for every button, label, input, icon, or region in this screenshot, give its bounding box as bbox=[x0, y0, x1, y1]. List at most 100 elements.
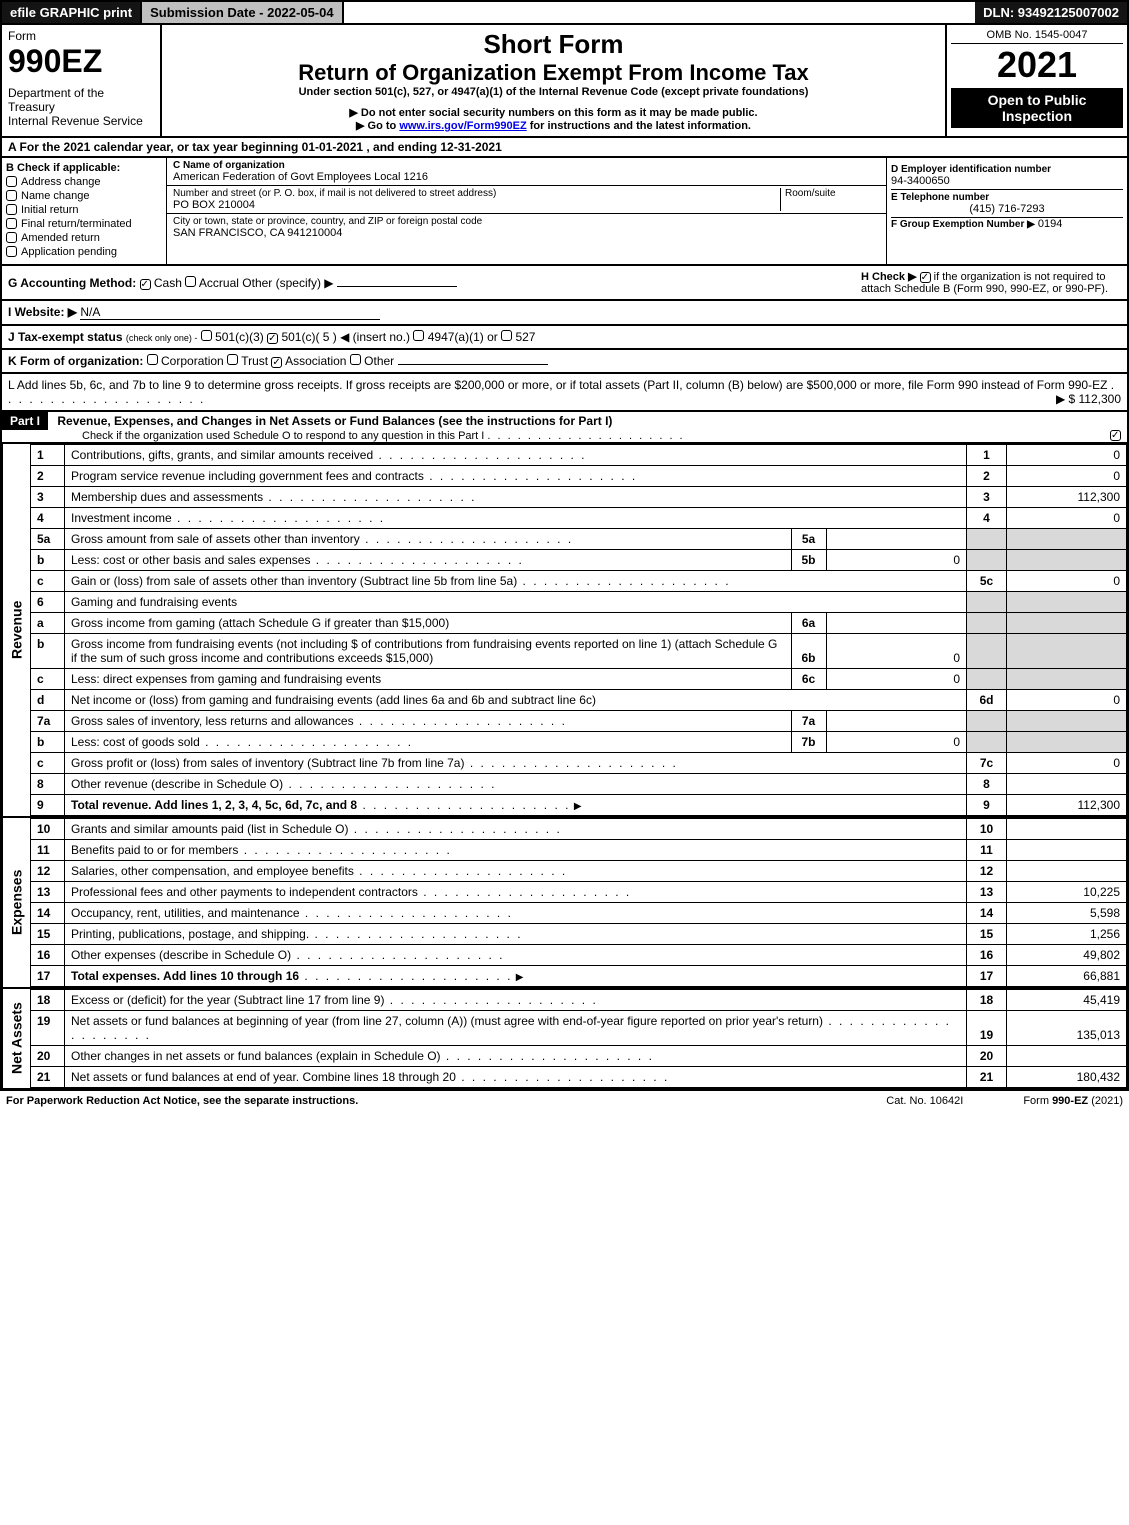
chk-501c3[interactable] bbox=[201, 330, 212, 341]
section-l: L Add lines 5b, 6c, and 7b to line 9 to … bbox=[0, 374, 1129, 412]
line-6d: dNet income or (loss) from gaming and fu… bbox=[31, 690, 1127, 711]
chk-address-change[interactable]: Address change bbox=[6, 176, 162, 188]
return-title: Return of Organization Exempt From Incom… bbox=[172, 60, 935, 86]
chk-sched-o[interactable] bbox=[1110, 430, 1121, 441]
netassets-side-label: Net Assets bbox=[2, 989, 30, 1088]
bcde-section: B Check if applicable: Address change Na… bbox=[0, 158, 1129, 266]
room-label: Room/suite bbox=[785, 188, 880, 199]
chk-assoc[interactable] bbox=[271, 357, 282, 368]
line-7a: 7a Gross sales of inventory, less return… bbox=[31, 711, 1127, 732]
l-amount: ▶ $ 112,300 bbox=[1056, 392, 1121, 406]
expenses-table: 10Grants and similar amounts paid (list … bbox=[30, 818, 1127, 987]
efile-label[interactable]: efile GRAPHIC print bbox=[2, 2, 142, 23]
section-k: K Form of organization: Corporation Trus… bbox=[0, 350, 1129, 374]
netassets-table: 18Excess or (deficit) for the year (Subt… bbox=[30, 989, 1127, 1088]
line-5c: cGain or (loss) from sale of assets othe… bbox=[31, 571, 1127, 592]
form-word: Form bbox=[8, 29, 154, 43]
h-pre: H Check ▶ bbox=[861, 271, 917, 283]
grp-label: F Group Exemption Number ▶ bbox=[891, 219, 1035, 230]
section-gh: G Accounting Method: Cash Accrual Other … bbox=[0, 266, 1129, 301]
note-goto-post: for instructions and the latest informat… bbox=[527, 120, 751, 132]
chk-cash[interactable] bbox=[140, 279, 151, 290]
line-5b: b Less: cost or other basis and sales ex… bbox=[31, 550, 1127, 571]
website: N/A bbox=[80, 305, 100, 319]
org-city: SAN FRANCISCO, CA 941210004 bbox=[173, 227, 880, 239]
page-footer: For Paperwork Reduction Act Notice, see … bbox=[0, 1090, 1129, 1111]
line-19: 19Net assets or fund balances at beginni… bbox=[31, 1011, 1127, 1046]
tax-year[interactable]: 2021 bbox=[951, 44, 1123, 86]
footer-catno: Cat. No. 10642I bbox=[886, 1095, 963, 1107]
netassets-section: Net Assets 18Excess or (deficit) for the… bbox=[0, 989, 1129, 1090]
part1-title: Revenue, Expenses, and Changes in Net As… bbox=[51, 414, 612, 428]
short-form-title: Short Form bbox=[172, 29, 935, 60]
chk-other-org[interactable] bbox=[350, 354, 361, 365]
line-1: 1Contributions, gifts, grants, and simil… bbox=[31, 445, 1127, 466]
telephone: (415) 716-7293 bbox=[891, 203, 1123, 215]
note-goto-pre: ▶ Go to bbox=[356, 120, 399, 132]
line-6b: b Gross income from fundraising events (… bbox=[31, 634, 1127, 669]
i-label: I Website: ▶ bbox=[8, 305, 77, 319]
section-i: I Website: ▶ N/A bbox=[0, 301, 1129, 326]
org-street: PO BOX 210004 bbox=[173, 199, 780, 211]
line-12: 12Salaries, other compensation, and empl… bbox=[31, 861, 1127, 882]
chk-501c[interactable] bbox=[267, 333, 278, 344]
g-label: G Accounting Method: bbox=[8, 276, 136, 290]
chk-accrual[interactable] bbox=[185, 276, 196, 287]
line-13: 13Professional fees and other payments t… bbox=[31, 882, 1127, 903]
line-15: 15Printing, publications, postage, and s… bbox=[31, 924, 1127, 945]
irs-link[interactable]: www.irs.gov/Form990EZ bbox=[399, 120, 526, 132]
section-a: A For the 2021 calendar year, or tax yea… bbox=[0, 138, 1129, 158]
revenue-side-label: Revenue bbox=[2, 444, 30, 816]
part1-check-note: Check if the organization used Schedule … bbox=[82, 430, 484, 442]
header-right: OMB No. 1545-0047 2021 Open to Public In… bbox=[947, 25, 1127, 136]
section-b: B Check if applicable: Address change Na… bbox=[2, 158, 167, 264]
chk-final-return[interactable]: Final return/terminated bbox=[6, 218, 162, 230]
chk-sched-b[interactable] bbox=[920, 272, 931, 283]
form-header: Form 990EZ Department of the Treasury In… bbox=[0, 23, 1129, 138]
expenses-section: Expenses 10Grants and similar amounts pa… bbox=[0, 818, 1129, 989]
part1-header: Part I Revenue, Expenses, and Changes in… bbox=[0, 412, 1129, 444]
line-9: 9Total revenue. Add lines 1, 2, 3, 4, 5c… bbox=[31, 795, 1127, 816]
subtitle: Under section 501(c), 527, or 4947(a)(1)… bbox=[172, 86, 935, 98]
submission-date: Submission Date - 2022-05-04 bbox=[142, 2, 344, 23]
line-6a: a Gross income from gaming (attach Sched… bbox=[31, 613, 1127, 634]
chk-pending[interactable]: Application pending bbox=[6, 246, 162, 258]
tel-label: E Telephone number bbox=[891, 192, 1123, 203]
c-name-label: C Name of organization bbox=[173, 160, 880, 171]
line-17: 17Total expenses. Add lines 10 through 1… bbox=[31, 966, 1127, 987]
revenue-table: 1Contributions, gifts, grants, and simil… bbox=[30, 444, 1127, 816]
line-8: 8Other revenue (describe in Schedule O)8 bbox=[31, 774, 1127, 795]
header-left: Form 990EZ Department of the Treasury In… bbox=[2, 25, 162, 136]
b-label: B Check if applicable: bbox=[6, 162, 162, 174]
l-text: L Add lines 5b, 6c, and 7b to line 9 to … bbox=[8, 378, 1107, 392]
chk-trust[interactable] bbox=[227, 354, 238, 365]
footer-formno: Form 990-EZ (2021) bbox=[1023, 1095, 1123, 1107]
chk-527[interactable] bbox=[501, 330, 512, 341]
line-4: 4Investment income40 bbox=[31, 508, 1127, 529]
j-label: J Tax-exempt status bbox=[8, 330, 123, 344]
chk-name-change[interactable]: Name change bbox=[6, 190, 162, 202]
line-3: 3Membership dues and assessments3112,300 bbox=[31, 487, 1127, 508]
top-bar: efile GRAPHIC print Submission Date - 20… bbox=[0, 0, 1129, 23]
line-21: 21Net assets or fund balances at end of … bbox=[31, 1067, 1127, 1088]
revenue-section: Revenue 1Contributions, gifts, grants, a… bbox=[0, 444, 1129, 818]
section-def: D Employer identification number 94-3400… bbox=[887, 158, 1127, 264]
form-number: 990EZ bbox=[8, 43, 154, 80]
header-mid: Short Form Return of Organization Exempt… bbox=[162, 25, 947, 136]
line-16: 16Other expenses (describe in Schedule O… bbox=[31, 945, 1127, 966]
ein-label: D Employer identification number bbox=[891, 164, 1123, 175]
chk-corp[interactable] bbox=[147, 354, 158, 365]
open-inspection: Open to Public Inspection bbox=[951, 88, 1123, 128]
note-goto: ▶ Go to www.irs.gov/Form990EZ for instru… bbox=[172, 119, 935, 132]
line-18: 18Excess or (deficit) for the year (Subt… bbox=[31, 990, 1127, 1011]
c-street-label: Number and street (or P. O. box, if mail… bbox=[173, 188, 780, 199]
footer-paperwork: For Paperwork Reduction Act Notice, see … bbox=[6, 1095, 358, 1107]
chk-initial-return[interactable]: Initial return bbox=[6, 204, 162, 216]
chk-4947[interactable] bbox=[413, 330, 424, 341]
g-acct: G Accounting Method: Cash Accrual Other … bbox=[8, 276, 457, 290]
dln: DLN: 93492125007002 bbox=[975, 2, 1127, 23]
section-c: C Name of organization American Federati… bbox=[167, 158, 887, 264]
chk-amended[interactable]: Amended return bbox=[6, 232, 162, 244]
line-11: 11Benefits paid to or for members11 bbox=[31, 840, 1127, 861]
line-2: 2Program service revenue including gover… bbox=[31, 466, 1127, 487]
